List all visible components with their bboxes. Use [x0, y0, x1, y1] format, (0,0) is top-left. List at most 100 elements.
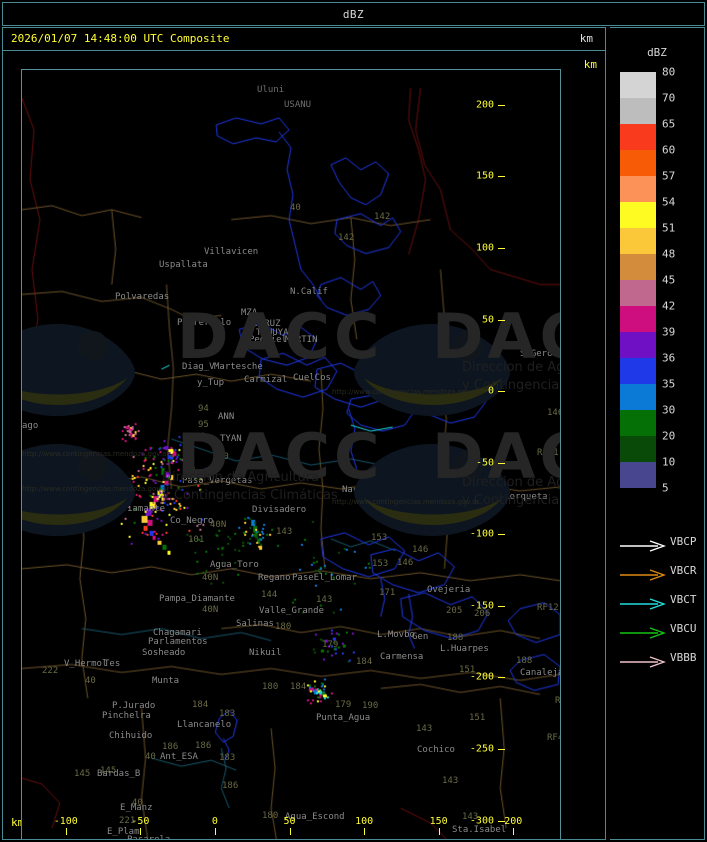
y-axis-tick-label: 50 — [482, 314, 494, 325]
colorbar-swatch[interactable] — [620, 332, 656, 358]
radar-timestamp: 2026/01/07 14:48:00 UTC Composite — [11, 32, 230, 45]
watermark-text: y Contingencias Climáticas — [162, 488, 338, 503]
x-axis-tick-label: -50 — [131, 816, 149, 827]
y-axis-tick-mark — [498, 248, 505, 249]
radar-plot-area[interactable]: Uluni USANU 40 142 142 Villavicen Uspallata N.C… — [21, 69, 561, 840]
velocity-legend-row[interactable]: VBCT — [614, 592, 704, 621]
legend-title: dBZ — [610, 46, 704, 59]
watermark-text: Direccion de Agricultura — [462, 475, 561, 490]
y-axis-tick-label: 150 — [476, 171, 494, 182]
map-place-label: Punta_Agua — [316, 714, 370, 723]
radar-panel: 2026/01/07 14:48:00 UTC Composite km km … — [2, 27, 606, 840]
y-axis-tick-mark — [498, 534, 505, 535]
watermark-text: DACC — [177, 300, 383, 373]
map-place-label: USANU — [284, 101, 311, 110]
colorbar-label: 35 — [662, 378, 675, 391]
x-axis-tick-mark — [215, 828, 216, 835]
colorbar-label: 42 — [662, 300, 675, 313]
map-place-label: 40N — [202, 606, 218, 615]
map-place-label: Divisadero — [252, 506, 306, 515]
map-place-label: Polvaredas — [115, 293, 169, 302]
map-place-label: Bardas_B — [97, 770, 140, 779]
x-axis-tick-mark — [290, 828, 291, 835]
y-axis-tick-label: -50 — [476, 457, 494, 468]
colorbar-swatch[interactable] — [620, 176, 656, 202]
velocity-legend-row[interactable]: VBCR — [614, 563, 704, 592]
map-place-label: 186 — [162, 743, 178, 752]
map-place-label: Ovejeria — [427, 586, 470, 595]
colorbar-swatch[interactable] — [620, 98, 656, 124]
colorbar-swatch[interactable] — [620, 384, 656, 410]
map-place-label: 94 — [198, 405, 209, 414]
map-place-label: 143 — [276, 528, 292, 537]
y-axis-tick-mark — [498, 320, 505, 321]
y-axis-tick-label: 0 — [488, 386, 494, 397]
colorbar-swatch[interactable] — [620, 228, 656, 254]
dbz-colorbar[interactable] — [620, 72, 656, 488]
map-place-label: 171 — [379, 589, 395, 598]
x-axis-tick-mark — [439, 828, 440, 835]
colorbar-swatch[interactable] — [620, 72, 656, 98]
y-axis-unit-label: km — [584, 58, 597, 71]
map-place-label: Parlamentos — [148, 638, 208, 647]
map-place-label: y_Tup — [197, 379, 224, 388]
map-place-label: 40N — [210, 521, 226, 530]
map-place-label: Agua_Toro — [210, 561, 259, 570]
colorbar-swatch[interactable] — [620, 202, 656, 228]
velocity-arrow-icon — [620, 540, 666, 552]
velocity-legend-label: VBCR — [670, 564, 697, 577]
map-place-label: Canalejas — [520, 669, 561, 678]
y-axis-tick-mark — [498, 463, 505, 464]
map-place-label: CuelCos — [293, 374, 331, 383]
colorbar-swatch[interactable] — [620, 436, 656, 462]
map-place-label: Co_Negro — [170, 517, 213, 526]
map-place-label: Llancanelo — [177, 721, 231, 730]
colorbar-label: 60 — [662, 144, 675, 157]
colorbar-swatch[interactable] — [620, 306, 656, 332]
map-place-label: SAOU — [560, 367, 561, 376]
map-place-label: Munta — [152, 677, 179, 686]
velocity-arrow-icon — [620, 598, 666, 610]
velocity-legend-row[interactable]: VBCP — [614, 534, 704, 563]
colorbar-swatch[interactable] — [620, 358, 656, 384]
x-axis-tick-mark — [513, 828, 514, 835]
colorbar-label: 45 — [662, 274, 675, 287]
colorbar-swatch[interactable] — [620, 124, 656, 150]
colorbar-swatch[interactable] — [620, 410, 656, 436]
colorbar-swatch[interactable] — [620, 280, 656, 306]
x-axis-tick-mark — [66, 828, 67, 835]
map-place-label: Carmensa — [380, 653, 423, 662]
map-place-label: 180 — [275, 623, 291, 632]
km-unit-label-top: km — [580, 32, 593, 45]
map-place-label: P.Jurado — [112, 702, 155, 711]
velocity-legend-row[interactable]: VBBB — [614, 650, 704, 679]
x-axis-tick-label: 50 — [283, 816, 295, 827]
colorbar-label: 30 — [662, 404, 675, 417]
velocity-arrow-icon — [620, 656, 666, 668]
watermark-text: http://www.contingencias.mendoza.gov.ar — [332, 498, 479, 506]
velocity-legend: VBCP VBCR VBCT VBCU VBBB — [614, 534, 704, 679]
x-axis-tick-label: 150 — [430, 816, 448, 827]
map-place-label: Pasarela — [127, 836, 170, 840]
map-place-label: 153 — [372, 560, 388, 569]
colorbar-label: 65 — [662, 118, 675, 131]
map-place-label: RF48 — [555, 697, 561, 706]
map-place-label: 183 — [219, 710, 235, 719]
map-place-label: 142 — [338, 234, 354, 243]
x-axis-tick-label: -100 — [54, 816, 78, 827]
colorbar-label: 20 — [662, 430, 675, 443]
watermark-text: http://www.contingencias.mendoza.gov.ar — [22, 450, 169, 458]
colorbar-swatch[interactable] — [620, 254, 656, 280]
colorbar-swatch[interactable] — [620, 150, 656, 176]
map-place-label: 206 — [474, 610, 490, 619]
map-place-label: 146 — [547, 409, 561, 418]
watermark-text: Direccion de Agricultura — [162, 470, 319, 485]
y-axis-tick-label: -100 — [470, 529, 494, 540]
watermark-text: http://www.contingencias.mendoza.gov.ar — [22, 485, 169, 493]
velocity-legend-row[interactable]: VBCU — [614, 621, 704, 650]
map-place-label: L.Huarpes — [440, 645, 489, 654]
window-title-bar: dBZ — [2, 2, 705, 26]
map-place-label: E_Manz — [120, 804, 153, 813]
map-place-label: RF48 — [547, 734, 561, 743]
colorbar-swatch[interactable] — [620, 462, 656, 488]
